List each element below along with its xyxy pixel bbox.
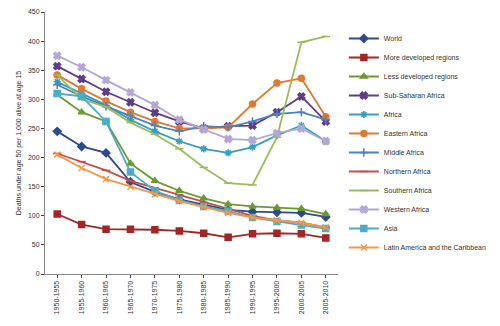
svg-text:200: 200	[28, 154, 40, 161]
svg-text:Africa: Africa	[384, 111, 402, 118]
svg-text:300: 300	[28, 96, 40, 103]
svg-text:50: 50	[32, 241, 40, 248]
svg-text:350: 350	[28, 67, 40, 74]
svg-text:1965-1970: 1965-1970	[127, 281, 134, 315]
svg-text:Asia: Asia	[384, 225, 398, 232]
svg-text:Middle Africa: Middle Africa	[384, 149, 424, 156]
svg-text:400: 400	[28, 38, 40, 45]
svg-text:Latin America and the Caribbea: Latin America and the Caribbean	[384, 244, 486, 251]
svg-text:Northern Africa: Northern Africa	[384, 168, 431, 175]
svg-text:Eastern Africa: Eastern Africa	[384, 130, 428, 137]
svg-text:250: 250	[28, 125, 40, 132]
svg-text:100: 100	[28, 212, 40, 219]
svg-text:1980-1985: 1980-1985	[200, 281, 207, 315]
svg-text:Deaths under age 50 per 1,000: Deaths under age 50 per 1,000 alive at a…	[15, 71, 23, 215]
svg-text:More developed regions: More developed regions	[384, 54, 460, 62]
svg-text:450: 450	[28, 8, 40, 15]
svg-text:2000-2005: 2000-2005	[298, 281, 305, 315]
svg-text:Western Africa: Western Africa	[384, 206, 429, 213]
svg-text:1970-1975: 1970-1975	[151, 281, 158, 315]
svg-text:Sub-Saharan Africa: Sub-Saharan Africa	[384, 92, 445, 99]
svg-text:0: 0	[36, 270, 40, 277]
svg-text:1995-2000: 1995-2000	[273, 281, 280, 315]
svg-text:Less developed regions: Less developed regions	[384, 73, 458, 81]
svg-text:1975-1980: 1975-1980	[176, 281, 183, 315]
svg-text:1985-1990: 1985-1990	[224, 281, 231, 315]
svg-text:2005-2010: 2005-2010	[322, 281, 329, 315]
svg-text:1950-1955: 1950-1955	[53, 281, 60, 315]
svg-text:1955-1960: 1955-1960	[78, 281, 85, 315]
svg-text:Southern Africa: Southern Africa	[384, 187, 432, 194]
svg-text:1960-1965: 1960-1965	[102, 281, 109, 315]
svg-text:1990-1995: 1990-1995	[249, 281, 256, 315]
svg-text:150: 150	[28, 183, 40, 190]
svg-text:World: World	[384, 35, 402, 42]
